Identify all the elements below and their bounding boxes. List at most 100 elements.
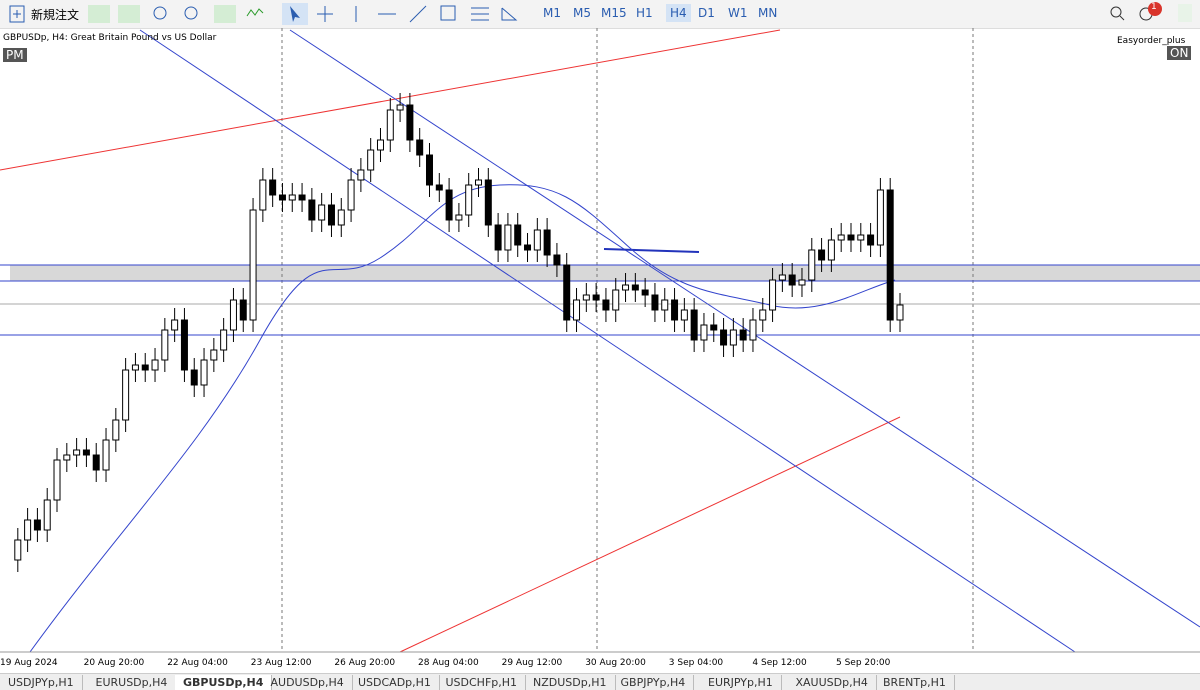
candle-body (131, 364, 139, 371)
symbol-tab[interactable]: AUDUSDp,H4 (263, 675, 353, 690)
candle-body (582, 294, 590, 301)
candle-body (769, 279, 777, 311)
timeframe-button[interactable]: W1 (728, 6, 748, 20)
candle-body (778, 274, 786, 281)
timeframe-button[interactable]: H1 (636, 6, 653, 20)
symbol-tab[interactable]: XAUUSDp,H4 (788, 675, 877, 690)
candle-body (406, 104, 414, 141)
candle-body (867, 234, 875, 246)
candle-body (161, 329, 169, 361)
time-label: 28 Aug 04:00 (418, 658, 479, 668)
candle-body (759, 309, 767, 321)
candle-body (573, 299, 581, 321)
candle-body (631, 284, 639, 291)
candle-body (327, 204, 335, 226)
candle-body (808, 249, 816, 281)
candle-body (445, 189, 453, 221)
candle-body (367, 149, 375, 171)
symbol-tab[interactable]: EURUSDp,H4 (88, 675, 177, 690)
candle-body (141, 364, 149, 371)
candle-body (847, 234, 855, 241)
candle-body (602, 299, 610, 311)
time-label: 26 Aug 20:00 (334, 658, 395, 668)
channel-line (139, 29, 1076, 653)
candle-body (749, 319, 757, 341)
timeframe-button[interactable]: M1 (543, 6, 561, 20)
candle-body (710, 324, 718, 331)
candle-body (102, 439, 110, 471)
chart-symbol: GBPUSDp, H4: Great Britain Pound vs US D… (3, 33, 217, 43)
new-order-button[interactable]: 新規注文 (31, 8, 80, 22)
candle-body (318, 204, 326, 221)
candle-body (269, 179, 277, 196)
candle-body (24, 519, 32, 541)
timeframe-button[interactable]: D1 (698, 6, 715, 20)
candle-body (876, 189, 884, 246)
time-label: 23 Aug 12:00 (251, 658, 312, 668)
symbol-tab[interactable]: EURJPYp,H1 (700, 675, 782, 690)
candle-body (337, 209, 345, 226)
candle-body (171, 319, 179, 331)
candle-body (690, 309, 698, 341)
symbol-tab[interactable]: USDCADp,H1 (350, 675, 440, 690)
candle-body (680, 309, 688, 321)
candle-body (455, 214, 463, 221)
candle-body (53, 459, 61, 501)
timeframe-button[interactable]: M5 (573, 6, 591, 20)
candle-body (180, 319, 188, 371)
candle-body (494, 224, 502, 251)
candle-body (533, 229, 541, 251)
candle-body (543, 229, 551, 256)
expert-status: ON (1167, 46, 1192, 60)
candle-body (298, 194, 306, 201)
candle-body (504, 224, 512, 251)
candle-body (376, 139, 384, 151)
time-label: 22 Aug 04:00 (167, 658, 228, 668)
candle-body (837, 234, 845, 241)
symbol-tab[interactable]: USDCHFp,H1 (438, 675, 527, 690)
candle-body (612, 289, 620, 311)
candle-body (592, 294, 600, 301)
candle-body (425, 154, 433, 186)
candle-body (220, 329, 228, 351)
symbol-tab[interactable]: GBPJPYp,H4 (613, 675, 695, 690)
candle-body (514, 224, 522, 246)
candle-body (484, 179, 492, 226)
candle-body (622, 284, 630, 291)
pm-badge: PM (3, 48, 27, 62)
toolbar: 新規注文 1 M1 M5 M15 H1 H4 D1 W1 MN (0, 0, 1200, 29)
candle-body (671, 299, 679, 321)
candle-body (475, 179, 483, 186)
candle-body (357, 169, 365, 181)
timeframe-button[interactable]: H4 (666, 4, 691, 22)
candle-body (200, 359, 208, 386)
symbol-tab[interactable]: GBPUSDp,H4 (175, 675, 273, 690)
candle-body (729, 329, 737, 346)
trend-line (399, 416, 901, 653)
zone (10, 265, 1200, 281)
candle-body (278, 194, 286, 201)
candle-body (308, 199, 316, 221)
symbol-tab[interactable]: BRENTp,H1 (875, 675, 955, 690)
candle-body (396, 104, 404, 111)
candle-body (465, 184, 473, 216)
candle-body (553, 254, 561, 266)
time-label: 30 Aug 20:00 (585, 658, 646, 668)
chart: 19 Aug 2024 20 Aug 20:00 22 Aug 04:00 23 Au… (0, 28, 1200, 668)
candle-body (700, 324, 708, 341)
candle-body (661, 299, 669, 311)
candle-body (896, 304, 904, 321)
candle-body (416, 139, 424, 156)
timeframe-button[interactable]: MN (758, 6, 778, 20)
time-label: 3 Sep 04:00 (669, 658, 724, 668)
time-label: 4 Sep 12:00 (752, 658, 807, 668)
timeframe-button[interactable]: M15 (601, 6, 627, 20)
symbol-tab[interactable]: NZDUSDp,H1 (525, 675, 616, 690)
candle-body (524, 244, 532, 251)
symbol-tabs: USDJPYp,H1 EURUSDp,H4 GBPUSDp,H4 AUDUSDp,H4… (0, 673, 1200, 690)
candle-body (43, 499, 51, 531)
candle-body (641, 289, 649, 296)
symbol-tab[interactable]: USDJPYp,H1 (0, 675, 83, 690)
candle-body (190, 369, 198, 386)
